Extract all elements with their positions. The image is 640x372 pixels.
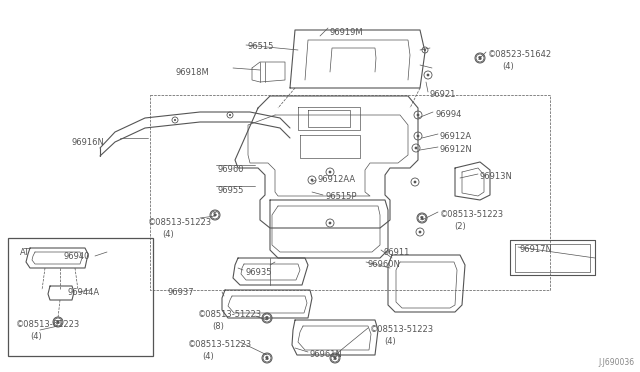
Text: (4): (4) xyxy=(162,230,173,239)
Text: 96960N: 96960N xyxy=(368,260,401,269)
Text: 96515P: 96515P xyxy=(325,192,356,201)
Circle shape xyxy=(333,357,337,359)
Circle shape xyxy=(266,317,268,320)
Text: ©08513-51223: ©08513-51223 xyxy=(440,210,504,219)
Circle shape xyxy=(413,180,417,183)
Text: (8): (8) xyxy=(212,322,224,331)
Text: 96912N: 96912N xyxy=(440,145,473,154)
Text: ©08513-51223: ©08513-51223 xyxy=(188,340,252,349)
Text: ©08513-61223: ©08513-61223 xyxy=(16,320,80,329)
Circle shape xyxy=(266,357,268,359)
Text: (4): (4) xyxy=(30,332,42,341)
Text: 96912A: 96912A xyxy=(440,132,472,141)
Text: 96994: 96994 xyxy=(435,110,461,119)
Circle shape xyxy=(417,113,419,116)
Text: AT: AT xyxy=(20,248,30,257)
Text: ©08513-51223: ©08513-51223 xyxy=(370,325,434,334)
Text: 96921: 96921 xyxy=(430,90,456,99)
Text: 96944A: 96944A xyxy=(68,288,100,297)
Text: 96955: 96955 xyxy=(218,186,244,195)
Circle shape xyxy=(328,171,332,173)
Circle shape xyxy=(479,57,481,60)
Text: ©08523-51642: ©08523-51642 xyxy=(488,50,552,59)
Text: S: S xyxy=(213,212,217,218)
FancyBboxPatch shape xyxy=(8,238,153,356)
Text: S: S xyxy=(56,320,60,324)
Text: (2): (2) xyxy=(454,222,466,231)
Text: S: S xyxy=(265,315,269,321)
Text: S: S xyxy=(478,55,482,61)
Circle shape xyxy=(229,114,231,116)
Text: S: S xyxy=(333,356,337,360)
Text: 96937: 96937 xyxy=(168,288,195,297)
Text: ©08513-51223: ©08513-51223 xyxy=(198,310,262,319)
Text: J.J690036: J.J690036 xyxy=(599,358,635,367)
Text: 96961N: 96961N xyxy=(310,350,343,359)
Text: 96913N: 96913N xyxy=(480,172,513,181)
Text: S: S xyxy=(265,356,269,360)
Circle shape xyxy=(417,135,419,137)
Circle shape xyxy=(427,74,429,76)
Text: 96919M: 96919M xyxy=(330,28,364,37)
Circle shape xyxy=(56,321,60,323)
Text: 96515: 96515 xyxy=(248,42,275,51)
Text: 96917N: 96917N xyxy=(520,245,553,254)
Circle shape xyxy=(415,147,417,150)
Text: 96911: 96911 xyxy=(383,248,410,257)
Circle shape xyxy=(174,119,176,121)
Text: 96916N: 96916N xyxy=(72,138,105,147)
Text: ©08513-51223: ©08513-51223 xyxy=(148,218,212,227)
Text: (4): (4) xyxy=(384,337,396,346)
Text: (4): (4) xyxy=(202,352,214,361)
Text: 96912AA: 96912AA xyxy=(318,175,356,184)
Circle shape xyxy=(328,222,332,224)
Text: 96960: 96960 xyxy=(218,165,244,174)
Circle shape xyxy=(310,179,314,182)
Circle shape xyxy=(420,217,424,219)
Circle shape xyxy=(419,231,421,233)
Text: 96940: 96940 xyxy=(64,252,90,261)
Text: 96935: 96935 xyxy=(245,268,271,277)
Text: (4): (4) xyxy=(502,62,514,71)
Text: S: S xyxy=(420,215,424,221)
Circle shape xyxy=(214,214,216,217)
Circle shape xyxy=(424,49,426,51)
Text: 96918M: 96918M xyxy=(175,68,209,77)
